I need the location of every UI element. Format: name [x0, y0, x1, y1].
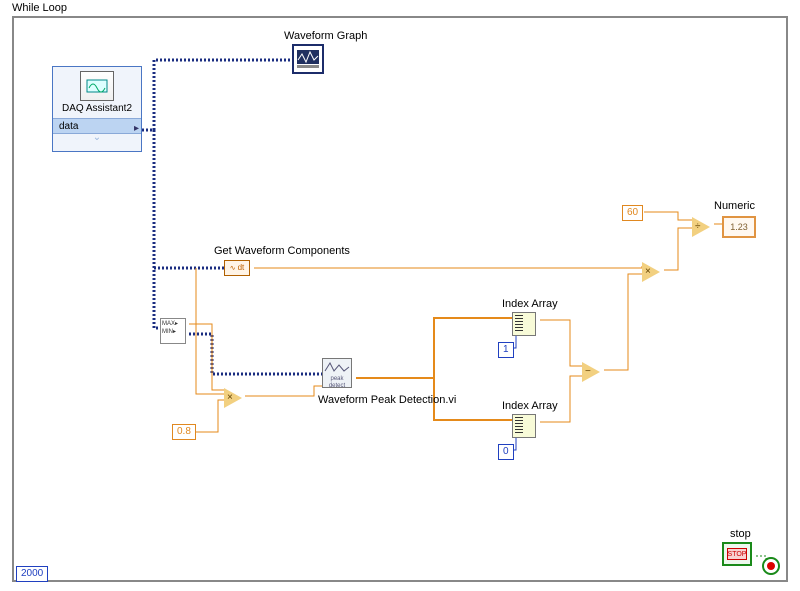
divide-node[interactable]: ÷	[692, 217, 710, 237]
stop-label: stop	[730, 528, 751, 540]
get-waveform-components-node[interactable]: ∿ dt	[224, 260, 250, 276]
while-loop: DAQ Assistant2 data ▸ ⌄ Waveform Graph G…	[12, 16, 788, 582]
index-array-2-label: Index Array	[502, 400, 558, 412]
while-loop-label: While Loop	[12, 2, 67, 14]
daq-icon	[80, 71, 114, 101]
numeric-indicator[interactable]: 1.23	[722, 216, 756, 238]
array-max-min-node[interactable]: MAX▸MIN▸	[160, 318, 186, 344]
daq-data-terminal[interactable]: data ▸	[53, 118, 141, 134]
get-waveform-components-label: Get Waveform Components	[214, 245, 350, 257]
daq-expand-chevron-icon[interactable]: ⌄	[53, 134, 141, 144]
peak-icon	[324, 361, 350, 373]
waveform-peak-detection-label: Waveform Peak Detection.vi	[318, 394, 456, 406]
index-array-1-node[interactable]	[512, 312, 536, 336]
multiply-node-1[interactable]: ×	[224, 388, 242, 408]
daq-title: DAQ Assistant2	[53, 103, 141, 114]
index-constant-0[interactable]: 0	[498, 444, 514, 460]
waveform-graph-label: Waveform Graph	[284, 30, 367, 42]
daq-assistant-express-vi[interactable]: DAQ Assistant2 data ▸ ⌄	[52, 66, 142, 152]
loop-condition-terminal[interactable]	[762, 557, 780, 575]
waveform-peak-detection-node[interactable]: peak detect	[322, 358, 352, 388]
waveform-graph-icon	[295, 48, 321, 70]
numeric-indicator-label: Numeric	[714, 200, 755, 212]
waveform-graph-terminal[interactable]	[292, 44, 324, 74]
subtract-node[interactable]: −	[582, 362, 600, 382]
index-constant-1[interactable]: 1	[498, 342, 514, 358]
iteration-constant[interactable]: 2000	[16, 566, 48, 582]
index-array-1-label: Index Array	[502, 298, 558, 310]
stop-button-terminal[interactable]: STOP	[722, 542, 752, 566]
threshold-constant[interactable]: 0.8	[172, 424, 196, 440]
multiply-node-2[interactable]: ×	[642, 262, 660, 282]
stop-dot-icon	[767, 562, 775, 570]
sixty-constant[interactable]: 60	[622, 205, 643, 221]
index-array-2-node[interactable]	[512, 414, 536, 438]
stop-icon: STOP	[727, 548, 747, 560]
